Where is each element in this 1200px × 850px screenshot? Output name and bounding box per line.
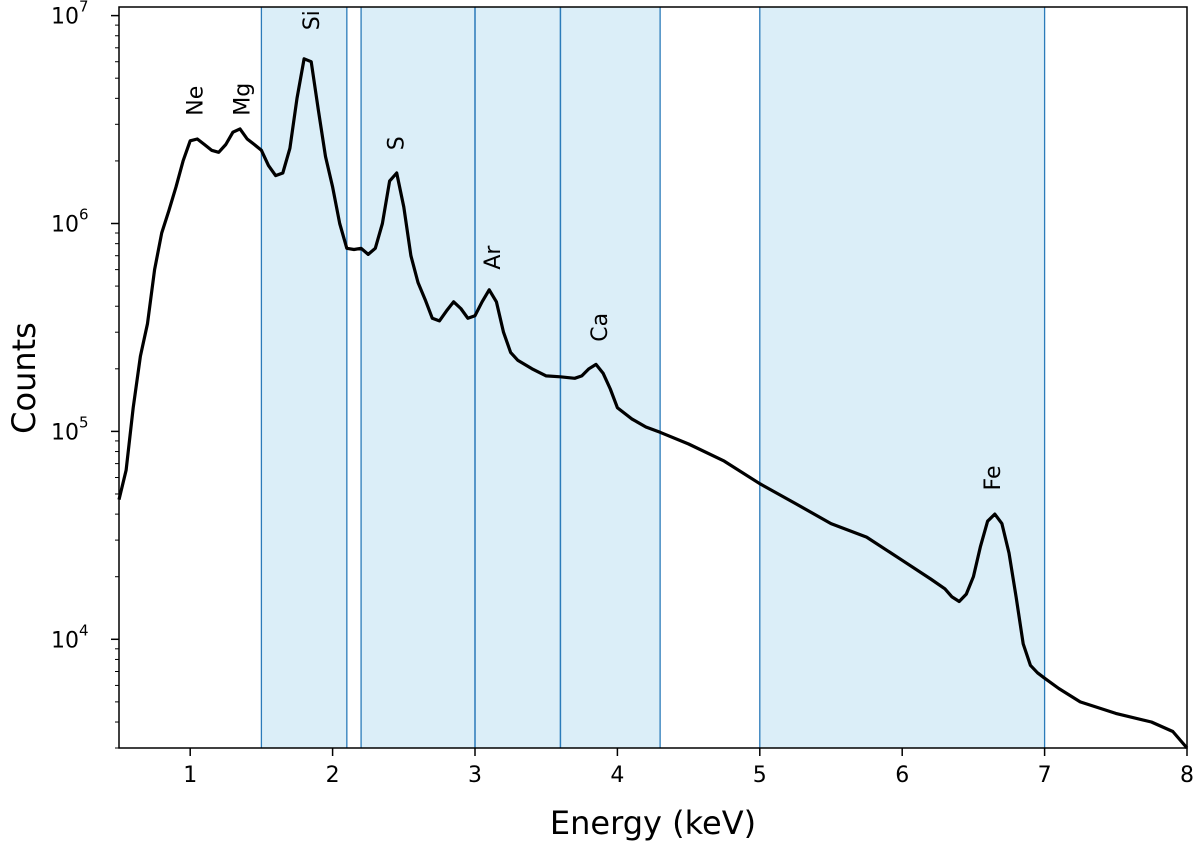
x-tick-label: 5 — [753, 763, 767, 788]
x-tick-label: 1 — [183, 763, 197, 788]
y-tick-label: 10 — [51, 5, 79, 30]
x-tick-label: 8 — [1180, 763, 1194, 788]
band-fill — [361, 7, 475, 748]
x-tick-label: 3 — [468, 763, 482, 788]
energy-bands — [260, 7, 1046, 748]
y-tick-exponent: 5 — [79, 413, 89, 431]
element-label: Fe — [981, 465, 1006, 490]
x-axis-ticks: 1 2 3 4 5 6 7 8 — [183, 748, 1194, 788]
x-axis-title: Energy (keV) — [550, 804, 756, 842]
x-tick-label: 6 — [895, 763, 909, 788]
y-tick-label: 10 — [51, 420, 79, 445]
element-label: Ar — [481, 245, 506, 270]
y-tick-label: 10 — [51, 213, 79, 238]
y-tick-exponent: 7 — [79, 0, 89, 16]
y-tick-label: 10 — [51, 628, 79, 653]
element-label: Ne — [183, 86, 208, 116]
x-tick-label: 4 — [610, 763, 624, 788]
band-fill — [261, 7, 347, 748]
x-tick-label: 7 — [1038, 763, 1052, 788]
element-label: Si — [300, 10, 325, 30]
band-fill — [759, 7, 1045, 748]
element-labels: Ne Mg Si S Ar Ca Fe — [183, 10, 1005, 490]
spectrum-line — [117, 57, 1189, 750]
y-tick-exponent: 4 — [79, 621, 89, 639]
element-label: S — [384, 136, 409, 150]
element-label: Ca — [588, 313, 613, 342]
element-label: Mg — [230, 83, 255, 116]
plot-frame — [118, 6, 1188, 749]
y-axis-title: Counts — [5, 322, 43, 434]
y-tick-exponent: 6 — [79, 206, 89, 224]
x-tick-label: 2 — [326, 763, 340, 788]
